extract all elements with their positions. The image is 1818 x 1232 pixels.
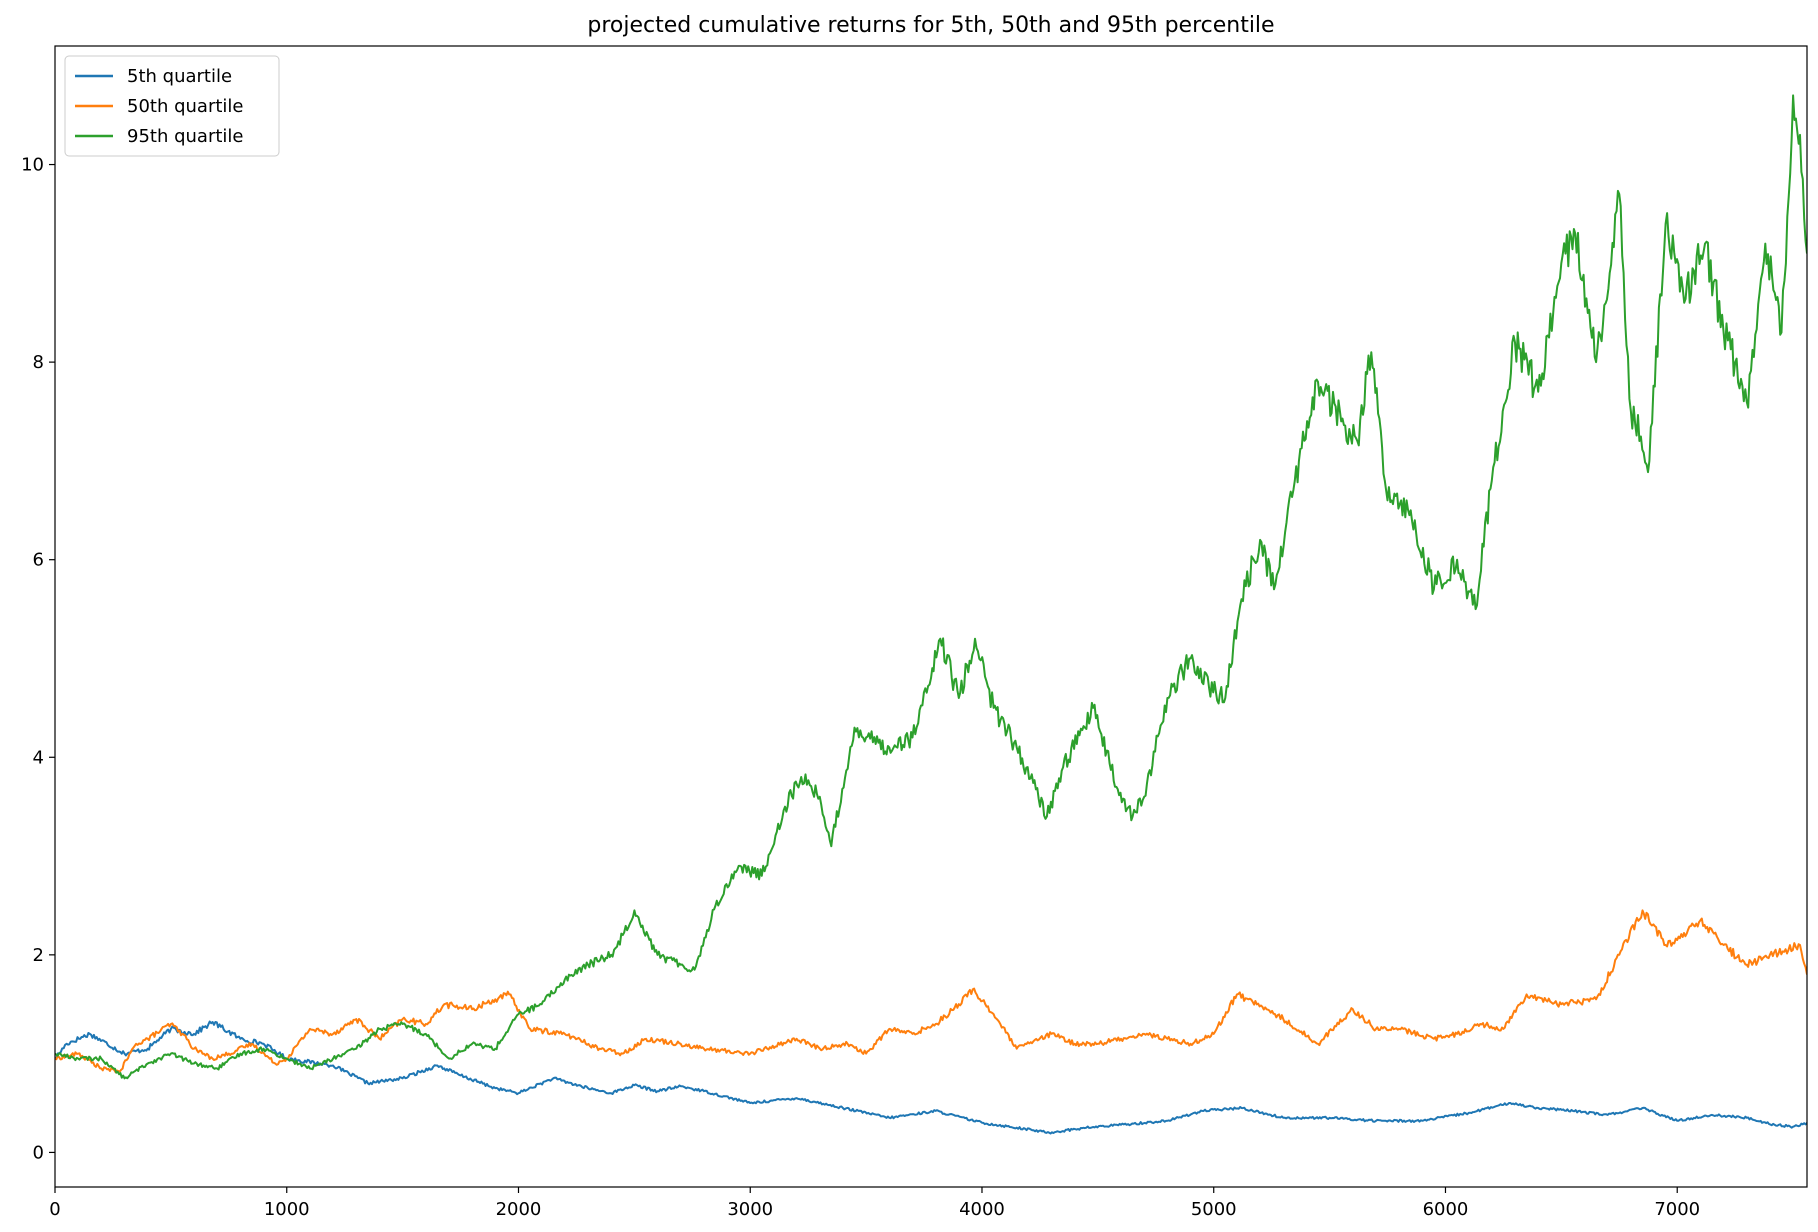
x-tick-label: 1000 (264, 1199, 310, 1220)
legend-box (64, 55, 280, 157)
plot-frame (54, 45, 1808, 1188)
y-tick-label: 8 (33, 352, 44, 373)
y-tick-label: 6 (33, 550, 44, 571)
chart-title: projected cumulative returns for 5th, 50… (587, 13, 1274, 38)
x-tick-label: 7000 (1654, 1199, 1700, 1220)
y-tick-label: 0 (33, 1142, 44, 1163)
legend-label: 5th quartile (127, 66, 232, 87)
legend-label: 50th quartile (127, 96, 244, 117)
legend: 5th quartile 50th quartile 95th quartile (64, 55, 280, 157)
x-tick-label: 5000 (1191, 1199, 1237, 1220)
series-line-95th-quartile (55, 94, 1807, 1080)
series-line-50th-quartile (55, 909, 1807, 1074)
legend-label: 95th quartile (127, 126, 244, 147)
x-tick-label: 2000 (496, 1199, 542, 1220)
series-line-5th-quartile (55, 1020, 1807, 1135)
y-tick-label: 2 (33, 945, 44, 966)
y-tick-label: 4 (33, 747, 44, 768)
x-tick-label: 6000 (1423, 1199, 1469, 1220)
y-tick-label: 10 (21, 155, 44, 176)
x-tick-label: 0 (49, 1199, 60, 1220)
x-tick-label: 4000 (959, 1199, 1005, 1220)
x-tick-label: 3000 (727, 1199, 773, 1220)
